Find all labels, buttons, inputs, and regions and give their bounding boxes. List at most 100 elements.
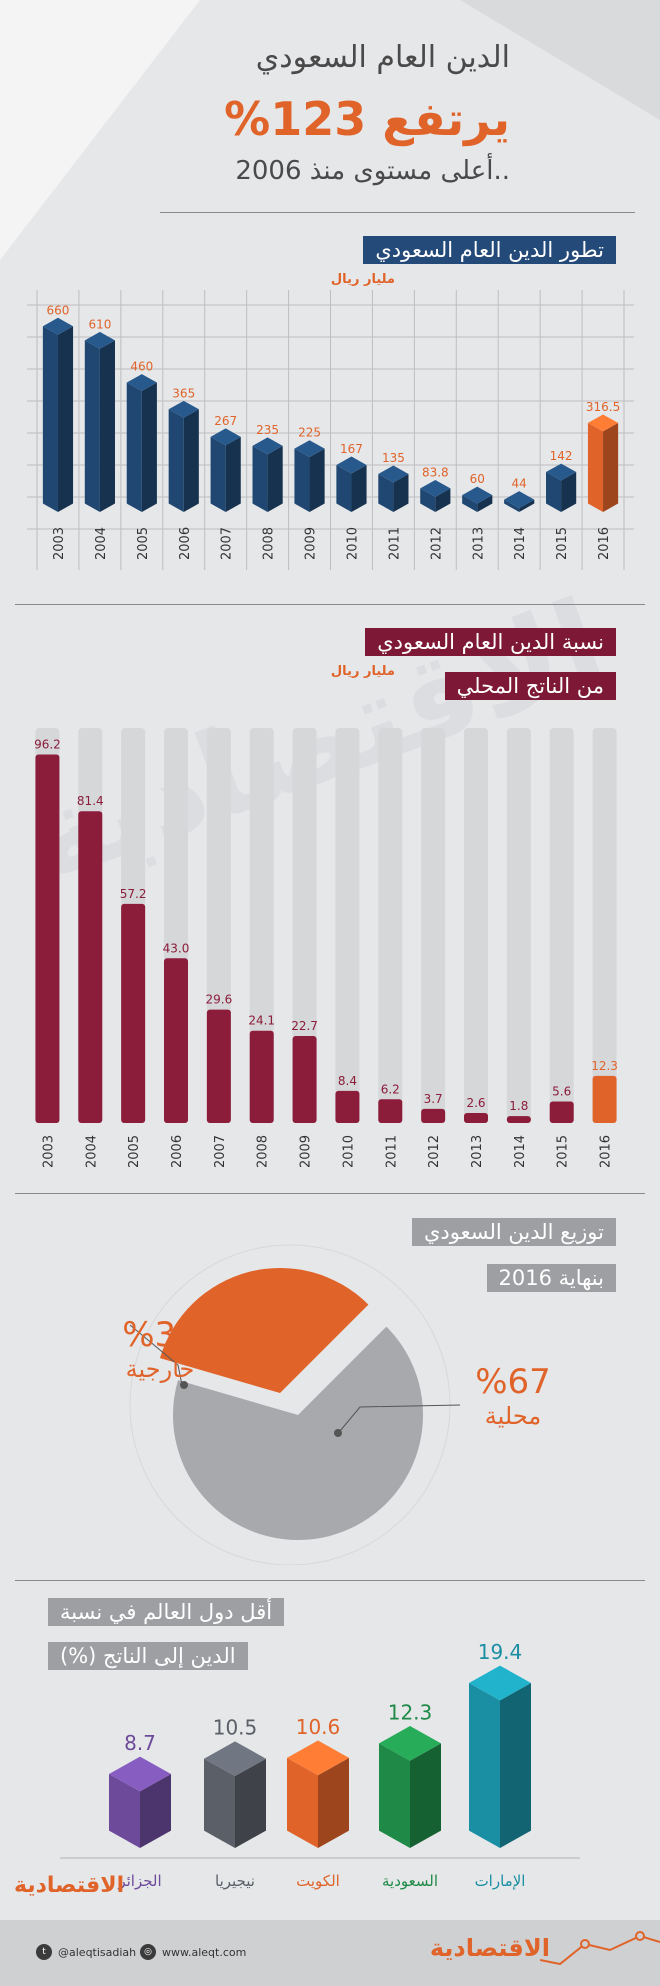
value-label-الكويت: 10.6 [296,1715,341,1739]
track-2015 [549,728,574,1123]
track-2004 [78,728,103,1123]
twitter-text: @aleqtisadiah [58,1945,137,1959]
track-2016 [592,728,617,1123]
year-label-2008: 2008 [262,527,277,560]
bar-face-right [267,445,283,512]
year-label-2014: 2014 [513,1135,528,1168]
bar-2007 [206,1009,231,1123]
year-label-2007: 2007 [220,527,235,560]
bar-الإمارات [469,1665,531,1848]
section3-divider [15,1580,645,1581]
value-label-2011: 6.2 [381,1082,400,1096]
debt-to-gdp-chart: 96.2 2003 81.4 2004 57.2 2005 43.0 2006 29.6 2007… [34,728,618,1168]
section2-unit: مليار ريال [330,664,395,679]
track-2008 [249,728,274,1123]
bar-face-top [379,1726,441,1761]
value-label-2011: 135 [382,451,405,465]
year-label-2016: 2016 [599,1135,614,1168]
year-label-2015: 2015 [555,527,570,560]
bar-2015 [549,1101,574,1123]
pie-outer-ring [129,1244,451,1565]
value-label-2003: 96.2 [34,738,61,752]
bar-face-left [287,1757,318,1848]
bar-face-right [183,409,199,512]
value-label-2015: 5.6 [552,1085,571,1099]
value-label-2014: 1.8 [509,1099,528,1113]
brand-logo: الاقتصادية [14,1873,125,1898]
bar-face-left [168,409,184,512]
bar-face-left [126,382,142,512]
bar-2016 [587,414,619,512]
year-label-2015: 2015 [556,1135,571,1168]
year-label-2010: 2010 [341,1135,356,1168]
bar-2004 [84,331,115,512]
value-label-2012: 3.7 [424,1092,443,1106]
bar-2005 [121,903,146,1123]
value-label-2004: 81.4 [77,794,104,808]
value-label-2007: 267 [214,414,237,428]
bar-2006 [164,958,188,1123]
bar-face-top [462,486,493,504]
bar-face-top [336,456,367,474]
bar-2013 [462,486,493,512]
section2-divider [15,1193,645,1194]
bar-face-right [393,474,409,512]
bar-face-top [109,1756,171,1792]
value-label-2013: 60 [470,472,485,486]
year-label-2003: 2003 [52,527,67,560]
bar-face-top [210,428,241,446]
track-2010 [335,728,360,1123]
bar-face-right [500,1683,531,1848]
section3-title-line1: توزيع الدين السعودي [411,1218,616,1246]
bar-face-left [294,448,310,512]
year-label-2016: 2016 [597,527,612,560]
bar-2011 [378,465,409,512]
track-2013 [464,728,488,1123]
value-label-2006: 43.0 [163,941,190,955]
value-label-الجزائر: 8.7 [124,1731,156,1755]
bar-2013 [464,1113,488,1123]
bar-face-right [561,472,577,512]
bar-face-top [287,1740,349,1776]
bar-face-top [252,437,283,455]
track-2014 [506,728,531,1123]
header-divider [160,212,635,213]
bar-face-left [210,436,226,512]
track-2011 [378,728,403,1123]
bar-face-top [546,463,577,481]
value-label-2014: 44 [512,477,527,491]
debt-distribution-pie [129,1244,461,1565]
track-2012 [421,728,446,1123]
bar-2008 [252,437,283,512]
section4-title-line2: الدين إلى الناتج (%) [48,1642,248,1670]
watermark-logo: الاقتصادية [10,574,622,910]
bar-2009 [292,1036,317,1123]
footer-logo: الاقتصادية [429,1934,550,1962]
value-label-نيجيريا: 10.5 [213,1716,258,1740]
year-label-2009: 2009 [304,527,319,560]
bar-face-left [109,1774,140,1848]
track-2006 [164,728,188,1123]
globe-icon: ◎ [140,1944,156,1960]
header: الدين العام السعودي يرتفع 123% ..أعلى مس… [0,0,660,210]
bar-2009 [294,440,325,512]
website-link[interactable]: ◎ www.aleqt.com [140,1944,246,1960]
bar-face-top [587,414,619,432]
year-label-2006: 2006 [170,1135,185,1168]
website-text: www.aleqt.com [162,1945,247,1959]
value-label-2012: 83.8 [422,465,449,479]
country-label-الإمارات: الإمارات [475,1872,526,1890]
bar-2014 [506,1116,531,1123]
bar-face-right [99,340,115,512]
bar-2010 [336,456,367,512]
year-label-2013: 2013 [470,1135,485,1168]
bar-face-right [57,326,74,512]
twitter-handle[interactable]: t @aleqtisadiah [36,1944,136,1960]
value-label-2009: 22.7 [291,1019,318,1033]
value-label-2005: 460 [130,360,153,374]
value-label-السعودية: 12.3 [388,1700,433,1724]
bar-face-left [504,499,520,512]
bar-face-right [141,382,157,512]
bar-2003 [35,754,60,1123]
